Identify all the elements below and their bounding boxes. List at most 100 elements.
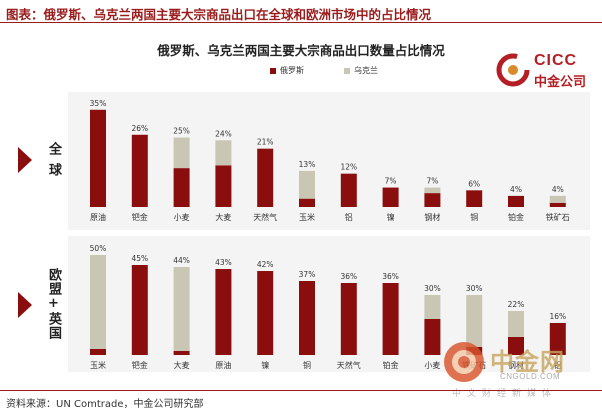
bar-global-russia-10 (508, 195, 524, 207)
data-label-global-5: 13% (299, 160, 316, 169)
category-label-eu-uk-2: 大麦 (174, 360, 190, 370)
category-label-eu-uk-11: 铝 (554, 360, 562, 370)
category-label-eu-uk-3: 原油 (215, 360, 231, 370)
bar-global-russia-0 (90, 109, 106, 207)
figure-title: 图表：俄罗斯、乌克兰两国主要大宗商品出口在全球和欧洲市场中的占比情况 (6, 7, 432, 22)
category-label-eu-uk-10: 钢材 (508, 360, 524, 370)
category-label-global-4: 天然气 (253, 212, 277, 222)
data-label-eu-uk-7: 36% (382, 272, 399, 281)
side-label-eu-uk: 欧盟+英国 (44, 268, 61, 340)
data-label-eu-uk-3: 43% (215, 258, 232, 267)
bar-eu-uk-russia-2 (173, 351, 190, 355)
category-label-global-10: 铂金 (508, 212, 524, 222)
bar-eu-uk-ukraine-10 (508, 311, 524, 337)
category-label-global-2: 小麦 (174, 212, 190, 222)
cicc-logo: CICC 中金公司 (496, 50, 596, 96)
watermark: 中金网 CNGOLD.COM 中文财经新媒体 (442, 338, 602, 400)
side-label-global-text: 全球 (46, 142, 61, 184)
legend-label-ukraine: 乌克兰 (354, 66, 378, 75)
arrow-global-icon (18, 147, 32, 173)
bar-eu-uk-russia-3 (215, 269, 232, 355)
side-label-global: 全球 (44, 142, 61, 184)
data-label-global-3: 24% (215, 129, 232, 138)
watermark-url: CNGOLD.COM (500, 372, 561, 381)
bar-eu-uk-russia-8 (424, 319, 441, 355)
side-label-eu-uk-text: 欧盟+英国 (46, 268, 61, 340)
panel-eu-uk (68, 236, 590, 372)
category-label-global-8: 钢材 (424, 212, 440, 222)
category-label-global-9: 铜 (470, 212, 478, 222)
bar-global-ukraine-3 (215, 140, 232, 166)
bar-eu-uk-ukraine-2 (173, 267, 190, 351)
data-label-eu-uk-2: 44% (173, 256, 190, 265)
bar-global-russia-4 (257, 148, 274, 207)
data-label-global-2: 25% (173, 127, 190, 136)
legend: 俄罗斯 乌克兰 (0, 63, 602, 77)
watermark-logo-icon (444, 342, 484, 382)
bar-eu-uk-russia-6 (340, 283, 357, 355)
category-label-global-3: 大麦 (215, 212, 231, 222)
source-note: 资料来源：UN Comtrade，中金公司研究部 (6, 399, 204, 410)
category-label-global-1: 钯金 (132, 212, 148, 222)
legend-swatch-ukraine (344, 67, 350, 74)
title-rule (0, 22, 602, 23)
category-label-global-11: 铁矿石 (546, 212, 570, 222)
bar-eu-uk-russia-5 (299, 281, 315, 355)
bar-eu-uk-ukraine-0 (90, 255, 106, 349)
category-label-global-7: 镍 (387, 212, 395, 222)
category-label-eu-uk-0: 玉米 (90, 360, 106, 370)
data-label-eu-uk-0: 50% (90, 244, 107, 253)
bar-global-russia-1 (131, 134, 148, 207)
bar-eu-uk-russia-1 (131, 265, 148, 355)
data-label-global-9: 6% (468, 179, 480, 188)
data-label-global-10: 4% (510, 185, 522, 194)
category-label-eu-uk-4: 镍 (261, 360, 269, 370)
data-label-eu-uk-4: 42% (257, 260, 274, 269)
category-label-eu-uk-6: 天然气 (337, 360, 361, 370)
bar-eu-uk-russia-4 (257, 271, 274, 355)
data-label-eu-uk-11: 16% (549, 312, 566, 321)
bar-global-ukraine-5 (299, 170, 315, 199)
legend-swatch-russia (270, 67, 276, 74)
data-label-eu-uk-8: 30% (424, 284, 441, 293)
bar-eu-uk-ukraine-8 (424, 295, 441, 319)
category-label-global-5: 玉米 (299, 212, 315, 222)
chart-title: 俄罗斯、乌克兰两国主要大宗商品出口数量占比情况 (157, 43, 445, 58)
bar-global-russia-3 (215, 165, 232, 207)
bar-global-ukraine-2 (173, 137, 190, 169)
category-label-eu-uk-5: 铜 (303, 360, 311, 370)
category-label-global-0: 原油 (90, 212, 106, 222)
data-label-global-8: 7% (426, 177, 438, 186)
logo-text-cn: 中金公司 (534, 75, 587, 90)
bar-eu-uk-russia-11 (549, 323, 566, 355)
bar-global-russia-2 (173, 168, 190, 207)
bar-eu-uk-russia-0 (90, 349, 106, 355)
data-label-global-1: 26% (131, 124, 148, 133)
bar-global-russia-11 (549, 202, 566, 207)
bar-eu-uk-russia-10 (508, 337, 524, 355)
bar-global-russia-5 (299, 198, 315, 207)
data-label-global-4: 21% (257, 138, 274, 147)
data-label-global-7: 7% (385, 177, 397, 186)
panel-global (68, 92, 590, 230)
watermark-text: 中金网 (490, 348, 565, 376)
arrow-eu-icon (18, 292, 32, 318)
data-label-global-0: 35% (90, 99, 107, 108)
bar-global-russia-8 (424, 193, 441, 207)
bottom-rule (0, 390, 602, 391)
bar-global-russia-6 (340, 173, 357, 207)
data-label-eu-uk-6: 36% (340, 272, 357, 281)
data-label-eu-uk-5: 37% (299, 270, 316, 279)
category-label-eu-uk-8: 小麦 (424, 360, 440, 370)
data-label-eu-uk-1: 45% (131, 254, 148, 263)
cicc-logo-icon (496, 53, 530, 87)
bar-global-ukraine-11 (549, 195, 566, 203)
legend-item-russia: 俄罗斯 (270, 65, 304, 76)
data-label-eu-uk-10: 22% (508, 300, 525, 309)
data-label-global-11: 4% (552, 185, 564, 194)
legend-item-ukraine: 乌克兰 (344, 65, 378, 76)
data-label-global-6: 12% (340, 163, 357, 172)
bar-global-russia-9 (466, 190, 483, 207)
bar-global-russia-7 (382, 187, 399, 207)
